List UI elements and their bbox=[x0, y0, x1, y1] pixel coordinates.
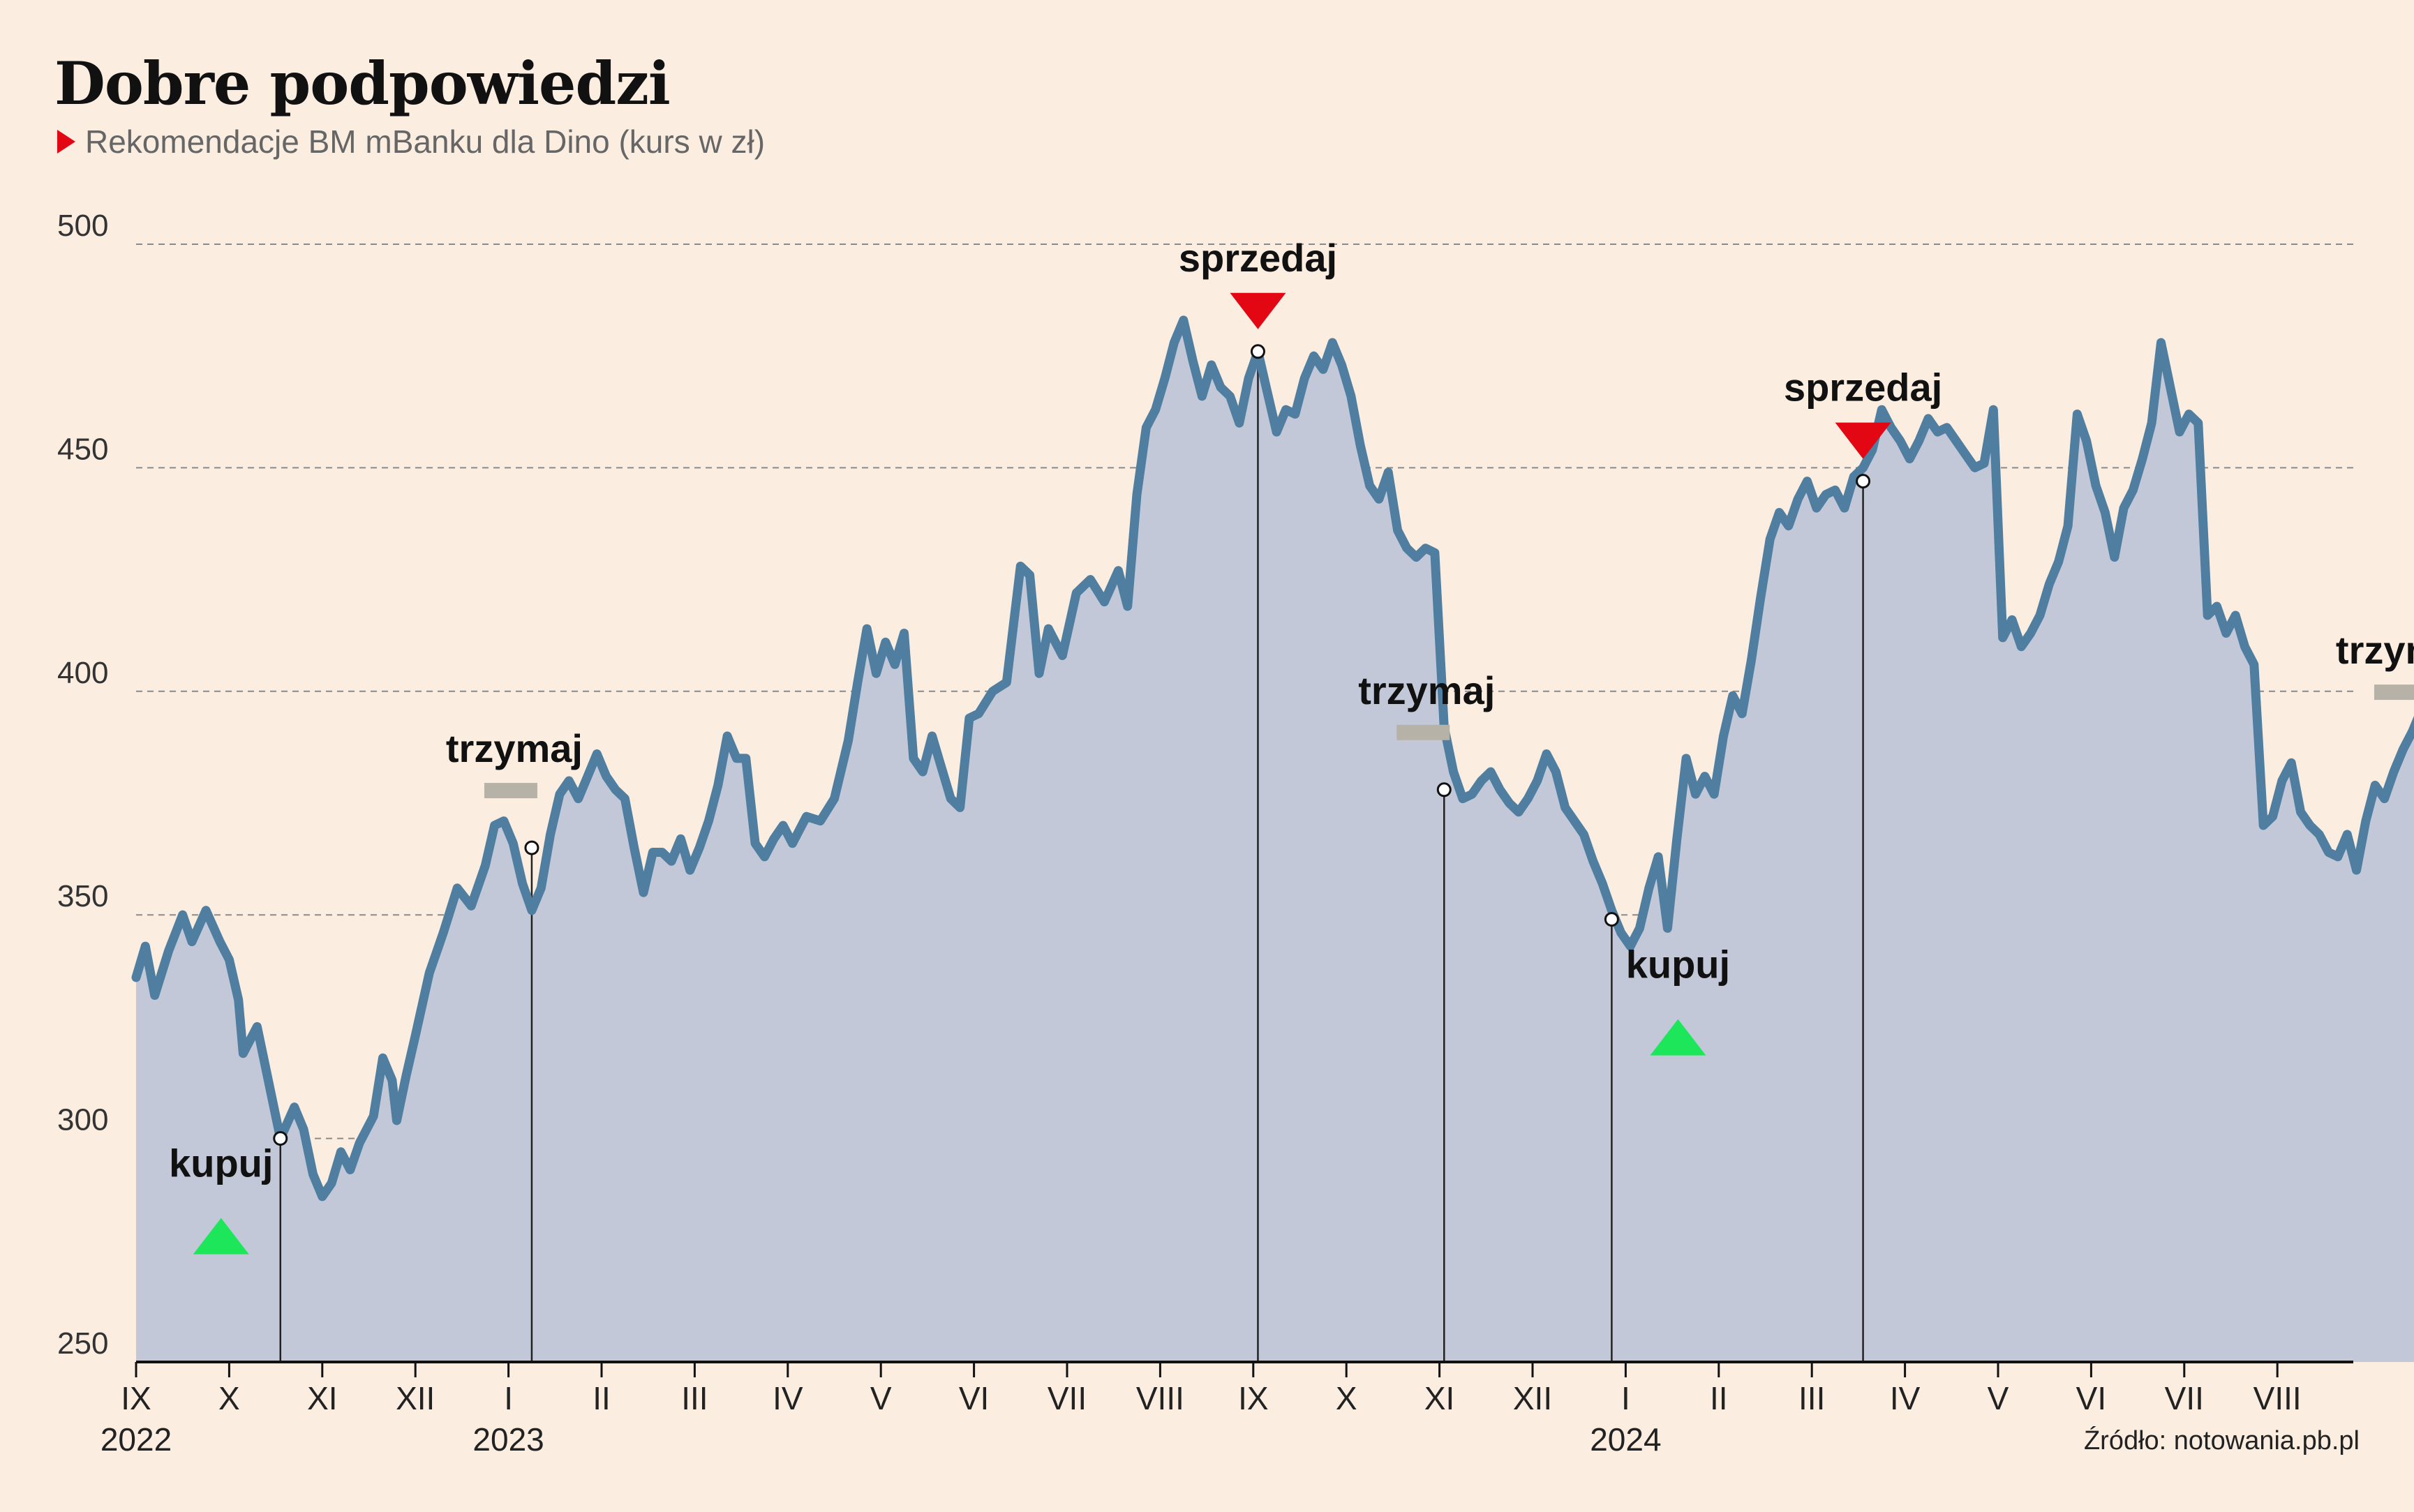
buy-triangle-icon bbox=[1650, 1019, 1706, 1056]
x-tick-label: VI bbox=[959, 1380, 989, 1416]
annotation-leader-lines bbox=[279, 351, 1864, 1362]
annotation-label: trzymaj bbox=[1358, 668, 1495, 712]
y-tick-label: 500 bbox=[57, 209, 108, 243]
y-tick-label: 350 bbox=[57, 879, 108, 913]
annotation-point bbox=[1436, 782, 1452, 798]
annotation-point bbox=[273, 1131, 288, 1146]
y-tick-label: 250 bbox=[57, 1326, 108, 1361]
hold-bar-icon bbox=[484, 783, 537, 799]
annotation-label: sprzedaj bbox=[1784, 366, 1942, 410]
x-tick-label: VII bbox=[2165, 1380, 2204, 1416]
subtitle-triangle-icon bbox=[57, 130, 75, 154]
x-year-label: 2024 bbox=[1590, 1421, 1661, 1458]
x-tick-label: X bbox=[218, 1380, 240, 1416]
annotation-markers: kupuj trzymaj sprzedaj trzymaj kupuj sprzedaj… bbox=[169, 236, 2414, 1255]
x-tick-label: IV bbox=[773, 1380, 803, 1416]
x-tick-label: XII bbox=[1513, 1380, 1552, 1416]
buy-triangle-icon bbox=[193, 1218, 249, 1255]
x-year-label: 2023 bbox=[472, 1421, 544, 1458]
x-year-label: 2022 bbox=[100, 1421, 172, 1458]
x-tick-label: XII bbox=[396, 1380, 435, 1416]
x-tick-label: IX bbox=[121, 1380, 151, 1416]
hold-bar-icon bbox=[1396, 724, 1450, 740]
x-tick-label: VIII bbox=[1136, 1380, 1184, 1416]
x-tick-label: V bbox=[1988, 1380, 2009, 1416]
chart-subtitle: Rekomendacje BM mBanku dla Dino (kurs w … bbox=[57, 123, 765, 160]
annotation-point bbox=[1604, 912, 1619, 927]
x-tick-label: VII bbox=[1048, 1380, 1087, 1416]
sell-triangle-icon bbox=[1835, 422, 1891, 459]
subtitle-text: Rekomendacje BM mBanku dla Dino (kurs w … bbox=[85, 123, 766, 160]
annotation-point bbox=[1856, 474, 1871, 489]
x-tick-label: I bbox=[1621, 1380, 1630, 1416]
y-tick-label: 300 bbox=[57, 1103, 108, 1137]
source-note: Źródło: notowania.pb.pl bbox=[2083, 1426, 2360, 1455]
x-tick-label: X bbox=[1336, 1380, 1357, 1416]
annotation-point bbox=[1250, 344, 1265, 359]
annotation-label: kupuj bbox=[169, 1142, 273, 1185]
y-axis-ticks: 250 300 350 400 450 500 bbox=[57, 209, 108, 1361]
x-tick-label: III bbox=[681, 1380, 708, 1416]
chart-title: Dobre podpowiedzi bbox=[54, 49, 671, 118]
y-tick-label: 450 bbox=[57, 432, 108, 466]
hold-bar-icon bbox=[2374, 684, 2414, 701]
price-line bbox=[131, 315, 2414, 1202]
y-tick-label: 400 bbox=[57, 656, 108, 690]
x-tick-label: III bbox=[1798, 1380, 1825, 1416]
price-area bbox=[136, 320, 2414, 1362]
annotation-label: kupuj bbox=[1626, 943, 1730, 987]
sell-triangle-icon bbox=[1230, 292, 1286, 329]
x-tick-label: I bbox=[504, 1380, 513, 1416]
x-axis-ticks: IX X XI XII I II III IV V VI VII VIII IX X XI XII I II III… bbox=[100, 1362, 2302, 1458]
annotation-label: trzymaj bbox=[2336, 628, 2414, 672]
annotation-label: sprzedaj bbox=[1179, 236, 1337, 280]
x-tick-label: II bbox=[1710, 1380, 1728, 1416]
x-tick-label: II bbox=[593, 1380, 611, 1416]
x-tick-label: VI bbox=[2076, 1380, 2106, 1416]
x-tick-label: XI bbox=[1424, 1380, 1454, 1416]
x-tick-label: XI bbox=[307, 1380, 337, 1416]
x-tick-label: V bbox=[870, 1380, 892, 1416]
x-tick-label: IX bbox=[1238, 1380, 1268, 1416]
annotation-point bbox=[524, 840, 539, 855]
x-tick-label: IV bbox=[1890, 1380, 1921, 1416]
annotation-label: trzymaj bbox=[446, 726, 583, 770]
x-tick-label: VIII bbox=[2253, 1380, 2302, 1416]
